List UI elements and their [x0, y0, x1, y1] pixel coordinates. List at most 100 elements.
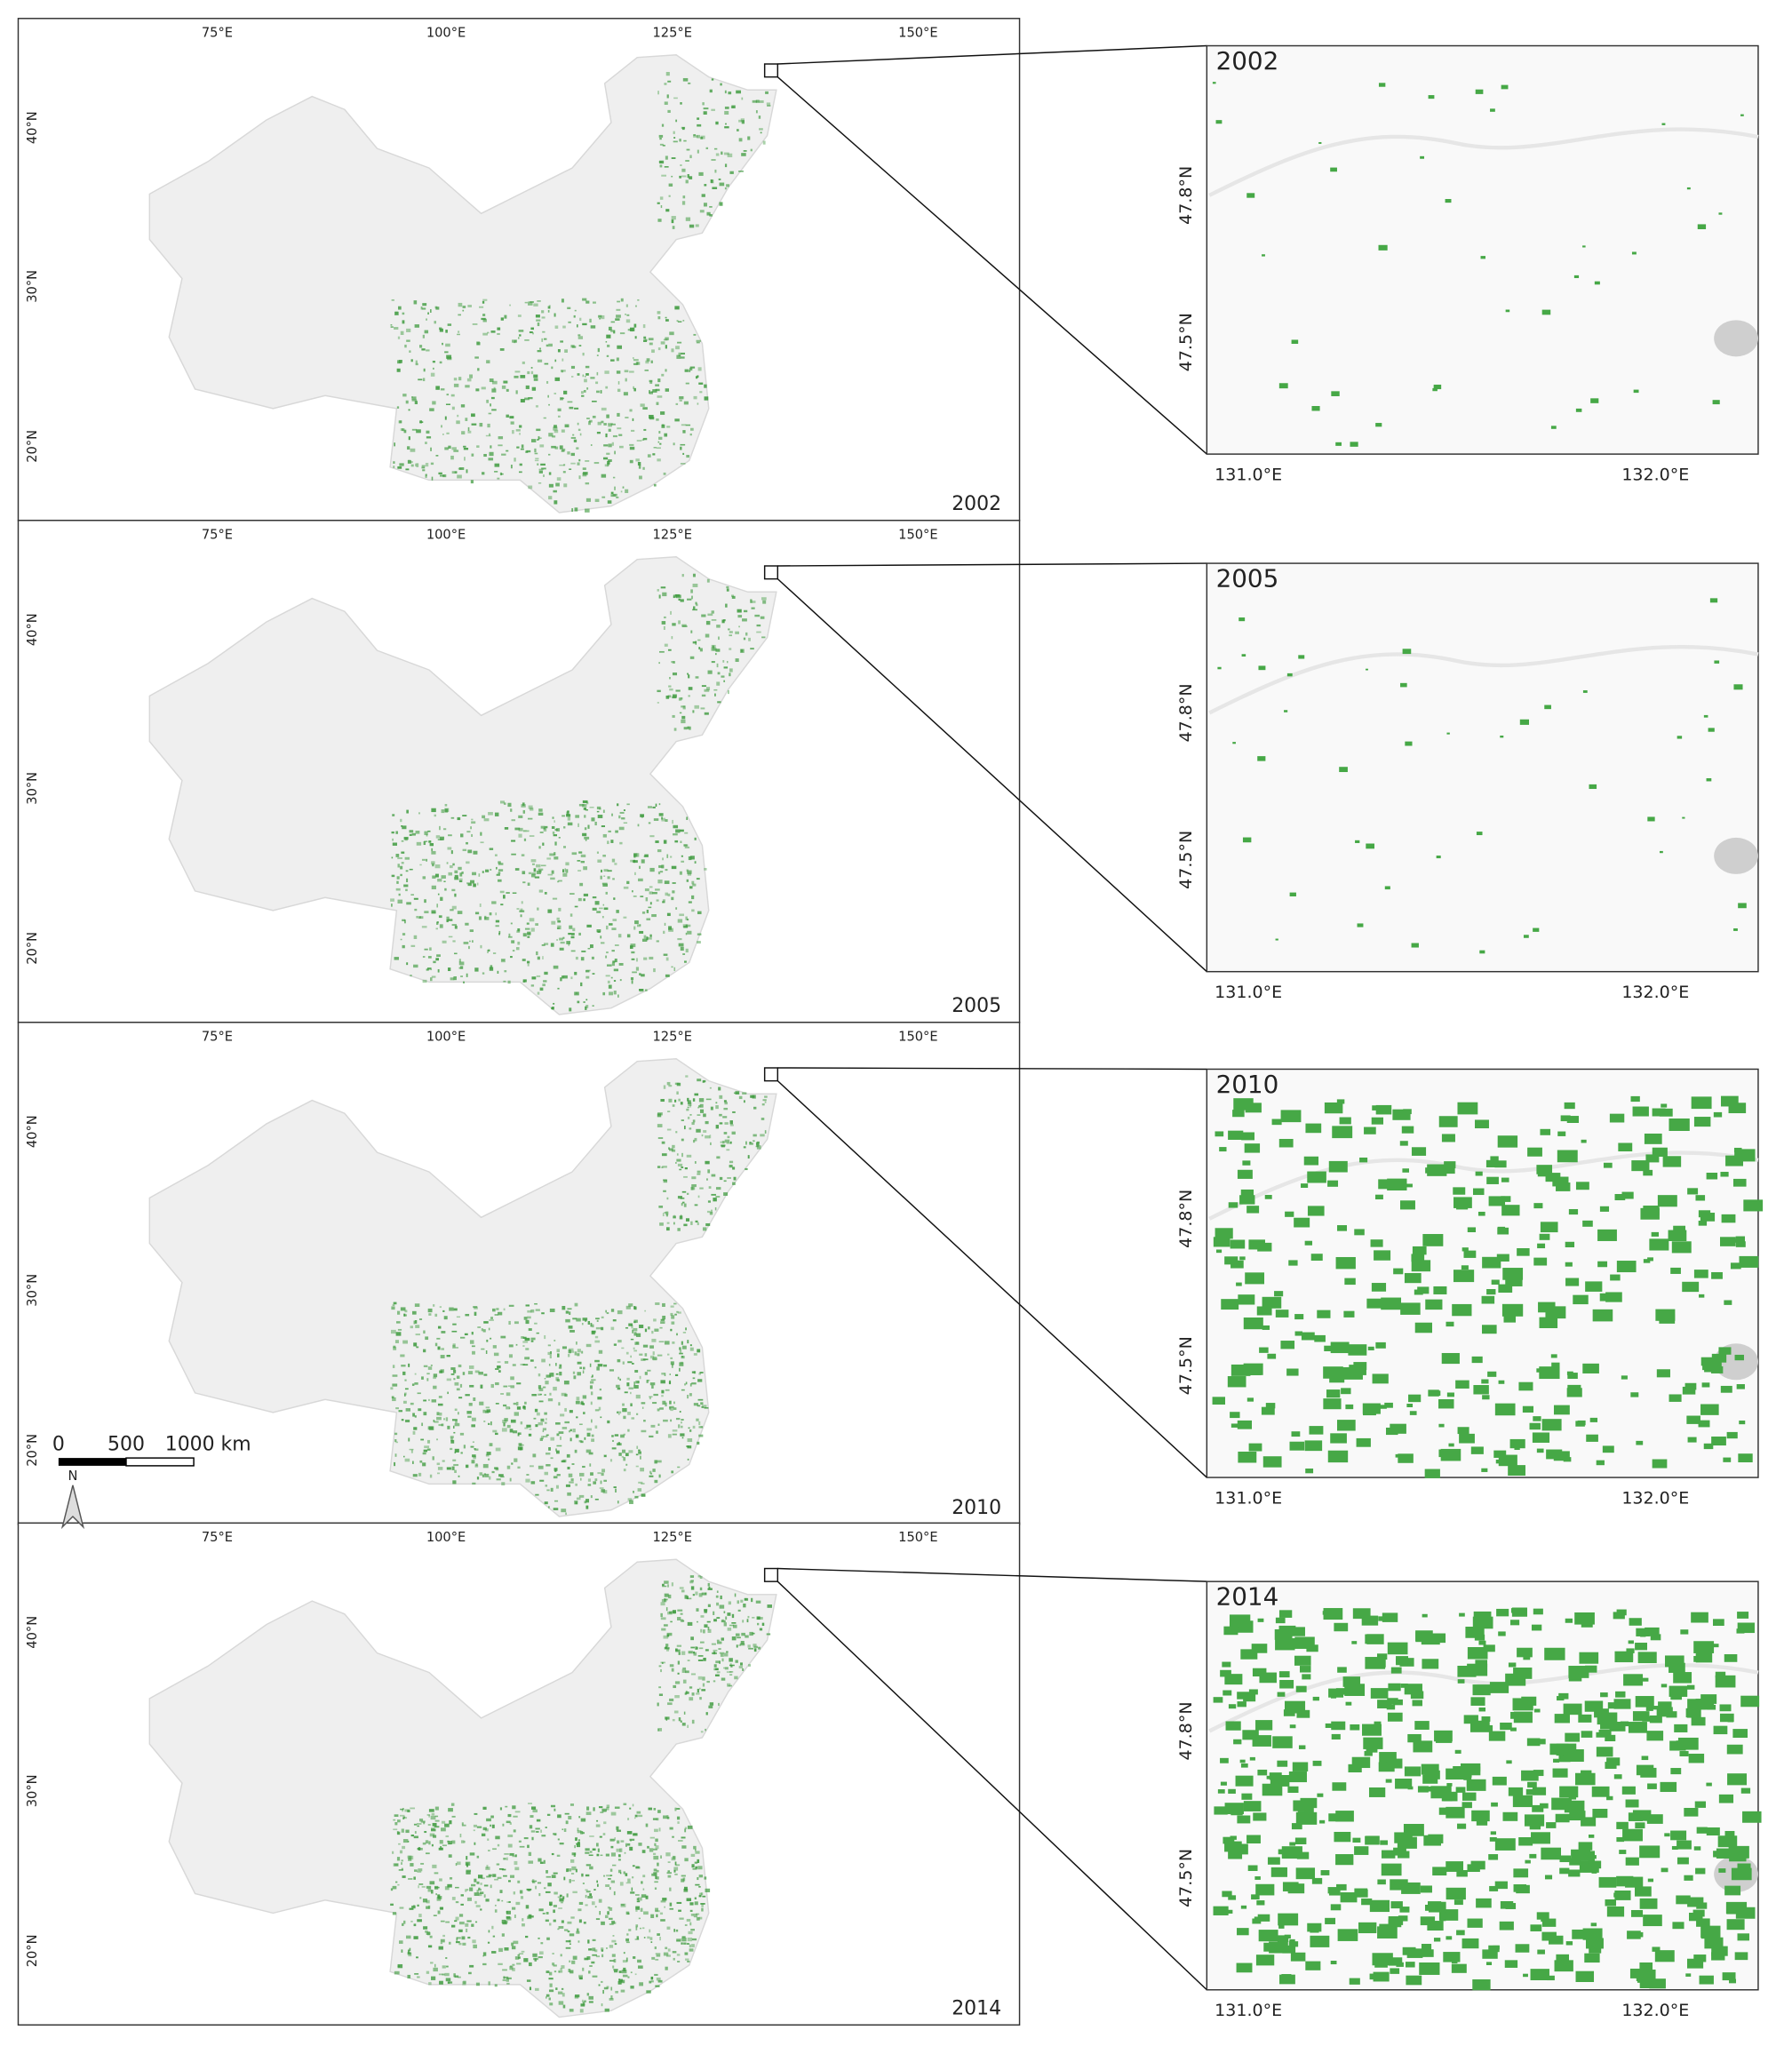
forest-patch: [1401, 1126, 1414, 1134]
forest-patch: [1325, 1723, 1334, 1728]
forest-patch: [530, 1359, 534, 1362]
forest-patch: [431, 476, 434, 481]
forest-patch: [630, 1355, 632, 1358]
forest-patch: [569, 1329, 575, 1333]
forest-patch: [584, 378, 587, 383]
forest-patch: [1578, 1842, 1593, 1851]
forest-patch: [458, 330, 460, 333]
forest-patch: [1502, 1811, 1518, 1821]
forest-patch: [629, 459, 633, 464]
forest-patch: [401, 840, 404, 842]
forest-patch: [1438, 1116, 1458, 1127]
forest-patch: [1488, 1854, 1499, 1860]
forest-patch: [1317, 1793, 1324, 1797]
forest-patch: [721, 1620, 726, 1623]
forest-patch: [1496, 1608, 1509, 1617]
forest-patch: [717, 701, 721, 704]
forest-patch: [1310, 1254, 1323, 1262]
forest-patch: [689, 1429, 692, 1432]
forest-patch: [1706, 778, 1712, 782]
forest-patch: [709, 206, 713, 208]
forest-patch: [607, 876, 610, 880]
forest-patch: [508, 1900, 511, 1903]
forest-patch: [1711, 1353, 1727, 1363]
forest-patch: [598, 1984, 601, 1986]
forest-patch: [418, 1472, 422, 1477]
forest-patch: [680, 1612, 683, 1615]
forest-patch: [423, 1449, 427, 1453]
forest-patch: [514, 868, 520, 871]
forest-patch: [660, 204, 663, 209]
forest-patch: [696, 1692, 700, 1695]
forest-patch: [1221, 1299, 1239, 1310]
forest-patch: [566, 1453, 570, 1458]
forest-patch: [639, 1353, 643, 1356]
forest-patch: [764, 1095, 768, 1098]
forest-patch: [1625, 1857, 1639, 1866]
forest-patch: [529, 1428, 532, 1430]
forest-patch: [447, 1981, 453, 1984]
forest-patch: [745, 1167, 748, 1171]
forest-patch: [624, 1851, 626, 1854]
forest-patch: [657, 702, 659, 704]
forest-patch: [557, 925, 561, 930]
forest-patch: [1242, 837, 1252, 843]
forest-patch: [681, 1936, 686, 1939]
forest-patch: [447, 1843, 451, 1845]
forest-patch: [648, 1326, 650, 1330]
forest-patch: [509, 1822, 512, 1825]
forest-patch: [541, 467, 546, 470]
forest-patch: [1694, 1801, 1706, 1808]
forest-patch: [494, 1904, 497, 1907]
forest-patch: [696, 1418, 699, 1421]
forest-patch: [597, 347, 601, 353]
forest-patch: [513, 1402, 517, 1405]
forest-patch: [681, 201, 686, 205]
forest-patch: [723, 1192, 729, 1196]
forest-patch: [663, 616, 666, 619]
forest-patch: [1255, 1883, 1275, 1896]
forest-patch: [557, 1991, 563, 1994]
forest-patch: [588, 1995, 593, 2000]
forest-patch: [704, 1608, 708, 1612]
forest-patch: [533, 303, 538, 307]
forest-patch: [405, 1419, 410, 1423]
forest-patch: [1487, 1371, 1497, 1377]
forest-patch: [740, 1640, 745, 1644]
forest-patch: [1402, 1168, 1409, 1173]
forest-patch: [555, 1987, 558, 1990]
forest-patch: [592, 1939, 596, 1941]
forest-patch: [612, 476, 616, 479]
forest-patch: [1637, 1652, 1657, 1664]
forest-patch: [521, 901, 523, 904]
forest-patch: [524, 1401, 527, 1405]
forest-patch: [516, 930, 521, 933]
forest-patch: [692, 1098, 696, 1102]
forest-patch: [472, 1350, 475, 1355]
forest-patch: [764, 1130, 767, 1134]
forest-patch: [418, 378, 423, 381]
forest-patch: [649, 1848, 654, 1852]
forest-patch: [532, 1953, 538, 1957]
forest-patch: [671, 661, 675, 664]
forest-patch: [463, 942, 469, 944]
forest-patch: [676, 1310, 679, 1313]
forest-patch: [674, 418, 680, 422]
forest-patch: [607, 462, 609, 467]
forest-patch: [466, 1864, 469, 1867]
forest-patch: [414, 1973, 419, 1975]
forest-patch: [1428, 1901, 1446, 1913]
forest-patch: [631, 980, 633, 984]
forest-patch: [1453, 1187, 1466, 1195]
forest-patch: [540, 1418, 545, 1422]
forest-patch: [1287, 1786, 1299, 1794]
forest-patch: [663, 1419, 668, 1422]
forest-patch: [615, 1488, 617, 1493]
forest-patch: [1700, 1213, 1716, 1222]
forest-patch: [533, 1417, 537, 1420]
forest-patch: [575, 1501, 577, 1505]
connector: [777, 578, 1207, 973]
forest-patch: [483, 1321, 489, 1324]
china-outline: [148, 556, 777, 1015]
